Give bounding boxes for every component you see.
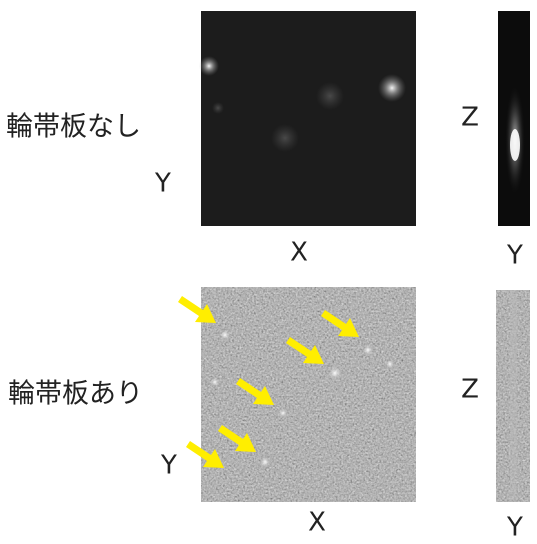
row-label: 輪帯板なし	[6, 112, 141, 143]
y-axis-label: Y	[506, 241, 523, 271]
yz-image	[498, 11, 530, 226]
z-axis-label: Z	[461, 103, 479, 133]
row-label: 輪帯板あり	[8, 379, 143, 410]
xy-image	[199, 11, 416, 226]
yz-image	[496, 290, 530, 502]
y-axis-label: Y	[506, 513, 523, 541]
y-axis-label: Y	[160, 451, 177, 481]
y-axis-label: Y	[154, 169, 171, 199]
z-axis-label: Z	[461, 375, 479, 405]
xy-image	[201, 287, 416, 502]
figure: 輪帯板なし Y X Z Y 輪帯板あり Y X Z	[0, 0, 537, 540]
x-axis-label: X	[290, 238, 308, 268]
x-axis-label: X	[308, 508, 326, 538]
